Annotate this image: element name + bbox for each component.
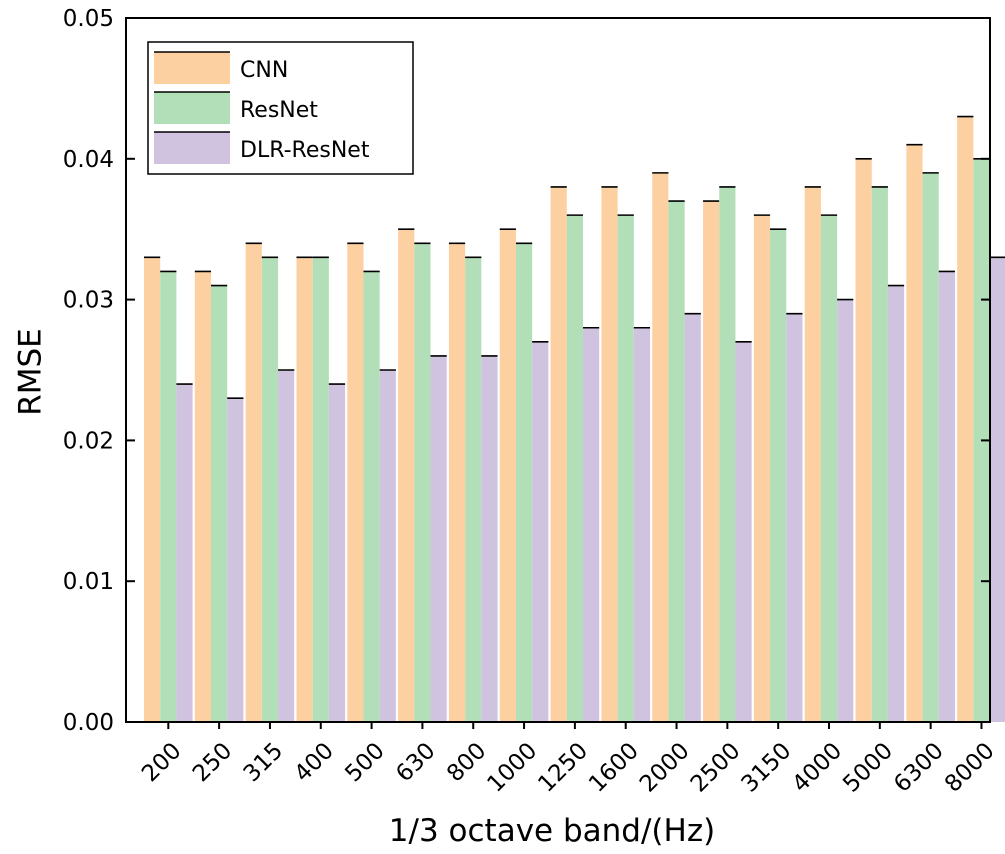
bar-resnet-6300: [922, 172, 939, 722]
bar-cnn-630: [398, 229, 415, 722]
x-tick-label: 6300: [889, 738, 949, 798]
bar-resnet-200: [160, 271, 177, 722]
x-axis: 200 250 315 400 500 630 8001000125016002000250…: [137, 722, 1000, 798]
bar-resnet-315: [261, 257, 279, 722]
y-tick-label: 0.05: [63, 6, 114, 32]
x-tick-label: 500: [340, 738, 389, 787]
bar-resnet-500: [363, 271, 380, 722]
legend-label: CNN: [240, 58, 288, 83]
bar-dlr-resnet-630: [430, 355, 447, 722]
bar-cnn-4000: [804, 186, 821, 722]
legend-label: ResNet: [240, 98, 318, 123]
bar-cnn-2000: [652, 172, 669, 722]
y-tick-label: 0.00: [63, 710, 114, 736]
y-tick-label: 0.01: [63, 569, 114, 595]
bar-resnet-630: [414, 243, 431, 722]
bar-dlr-resnet-4000: [837, 299, 854, 722]
x-tick-label: 315: [239, 738, 288, 787]
y-tick-label: 0.02: [63, 428, 114, 454]
x-tick-label: 400: [290, 738, 339, 787]
bar-dlr-resnet-8000: [989, 257, 1005, 722]
bar-cnn-800: [448, 243, 466, 722]
bar-cnn-1600: [601, 186, 618, 722]
bar-dlr-resnet-5000: [887, 285, 905, 722]
bar-cnn-500: [347, 243, 364, 722]
bar-cnn-250: [194, 271, 212, 722]
bar-resnet-1600: [617, 215, 634, 722]
bar-cnn-1250: [550, 186, 567, 722]
bar-resnet-4000: [820, 215, 838, 722]
bar-cnn-5000: [855, 158, 872, 723]
x-tick-label: 5000: [838, 738, 898, 798]
bar-dlr-resnet-2500: [735, 341, 752, 722]
bar-cnn-315: [245, 243, 262, 722]
bar-resnet-3150: [770, 229, 787, 722]
x-tick-label: 200: [137, 738, 186, 787]
bar-resnet-2500: [719, 186, 736, 722]
plot-frame: [125, 17, 991, 723]
x-tick-label: 1000: [483, 738, 543, 798]
bar-dlr-resnet-250: [227, 398, 244, 722]
x-tick-label: 1600: [584, 738, 644, 798]
x-axis-title: 1/3 octave band/(Hz): [389, 813, 715, 849]
bar-resnet-1000: [515, 243, 533, 722]
x-tick-label: 8000: [940, 738, 1000, 798]
bar-dlr-resnet-200: [176, 384, 193, 722]
x-tick-label: 4000: [787, 738, 847, 798]
legend-swatch-resnet: [154, 92, 230, 124]
x-tick-label: 2000: [635, 738, 695, 798]
legend: CNN ResNet DLR-ResNet: [147, 41, 414, 175]
bar-resnet-400: [312, 257, 329, 722]
y-axis-title: RMSE: [13, 328, 49, 416]
x-tick-label: 630: [391, 738, 440, 787]
bar-dlr-resnet-500: [379, 370, 396, 722]
bar-cnn-8000: [957, 116, 974, 722]
bar-dlr-resnet-800: [481, 355, 498, 722]
bar-resnet-250: [211, 285, 228, 722]
bar-resnet-1250: [566, 215, 583, 722]
bar-dlr-resnet-3150: [786, 313, 803, 722]
y-tick-label: 0.04: [63, 147, 114, 173]
bar-cnn-1000: [499, 229, 516, 722]
bar-dlr-resnet-400: [328, 384, 346, 722]
bar-dlr-resnet-2000: [684, 313, 701, 722]
x-tick-label: 250: [188, 738, 237, 787]
x-tick-label: 1250: [533, 738, 593, 798]
y-tick-label: 0.03: [63, 288, 114, 314]
bar-dlr-resnet-315: [278, 370, 295, 722]
legend-label: DLR-ResNet: [240, 138, 370, 163]
legend-swatch-cnn: [154, 52, 230, 84]
bar-cnn-6300: [906, 144, 923, 723]
bar-dlr-resnet-1000: [532, 341, 549, 722]
x-tick-label: 2500: [686, 738, 746, 798]
x-tick-label: 3150: [737, 738, 797, 798]
bar-dlr-resnet-1600: [633, 327, 651, 722]
bar-cnn-200: [144, 257, 161, 722]
bar-cnn-2500: [703, 201, 720, 723]
y-axis: 0.00 0.01 0.02 0.03 0.04 0.05: [63, 6, 990, 736]
bar-dlr-resnet-1250: [582, 327, 600, 722]
bar-cnn-3150: [753, 215, 771, 722]
bar-resnet-2000: [668, 201, 685, 723]
bar-dlr-resnet-6300: [938, 271, 955, 722]
bars-group: [144, 115, 1005, 723]
bar-cnn-400: [296, 257, 313, 722]
bar-resnet-5000: [871, 186, 888, 722]
bar-resnet-800: [465, 257, 482, 722]
legend-swatch-dlr-resnet: [154, 132, 230, 164]
